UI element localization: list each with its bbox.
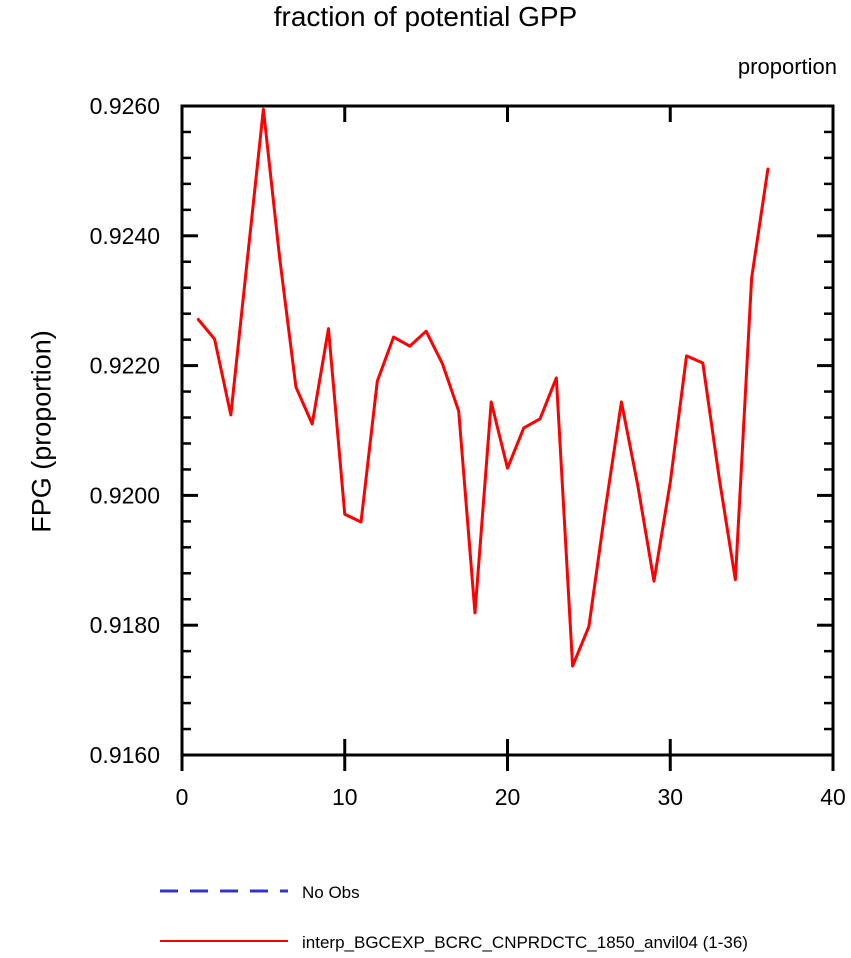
y-tick-label: 0.9200 — [90, 482, 160, 508]
x-tick-label: 40 — [820, 784, 846, 810]
y-tick-label: 0.9220 — [90, 353, 160, 379]
x-tick-label: 20 — [495, 784, 521, 810]
axes-group — [180, 104, 835, 757]
x-tick-label: 30 — [657, 784, 683, 810]
y-tick-label: 0.9160 — [90, 742, 160, 768]
chart-legend: No Obs interp_BGCEXP_BCRC_CNPRDCTC_1850_a… — [160, 883, 748, 952]
x-tick-label: 10 — [332, 784, 358, 810]
x-tick-group: 0 10 20 30 40 — [176, 106, 846, 810]
data-line-interp — [196, 107, 770, 668]
legend-label-1: No Obs — [302, 883, 360, 902]
chart-title: fraction of potential GPP — [273, 1, 578, 32]
y-tick-label: 0.9260 — [90, 93, 160, 119]
chart-unit-label: proportion — [737, 54, 837, 79]
y-tick-group: 0.9160 0.9180 0.9200 0.9220 0.9240 0.9260 — [90, 93, 833, 768]
plot-frame — [180, 104, 835, 757]
data-series-group — [196, 107, 770, 668]
y-tick-label: 0.9180 — [90, 612, 160, 638]
x-tick-label: 0 — [176, 784, 189, 810]
legend-label-2: interp_BGCEXP_BCRC_CNPRDCTC_1850_anvil04… — [302, 933, 748, 952]
y-tick-label: 0.9240 — [90, 223, 160, 249]
